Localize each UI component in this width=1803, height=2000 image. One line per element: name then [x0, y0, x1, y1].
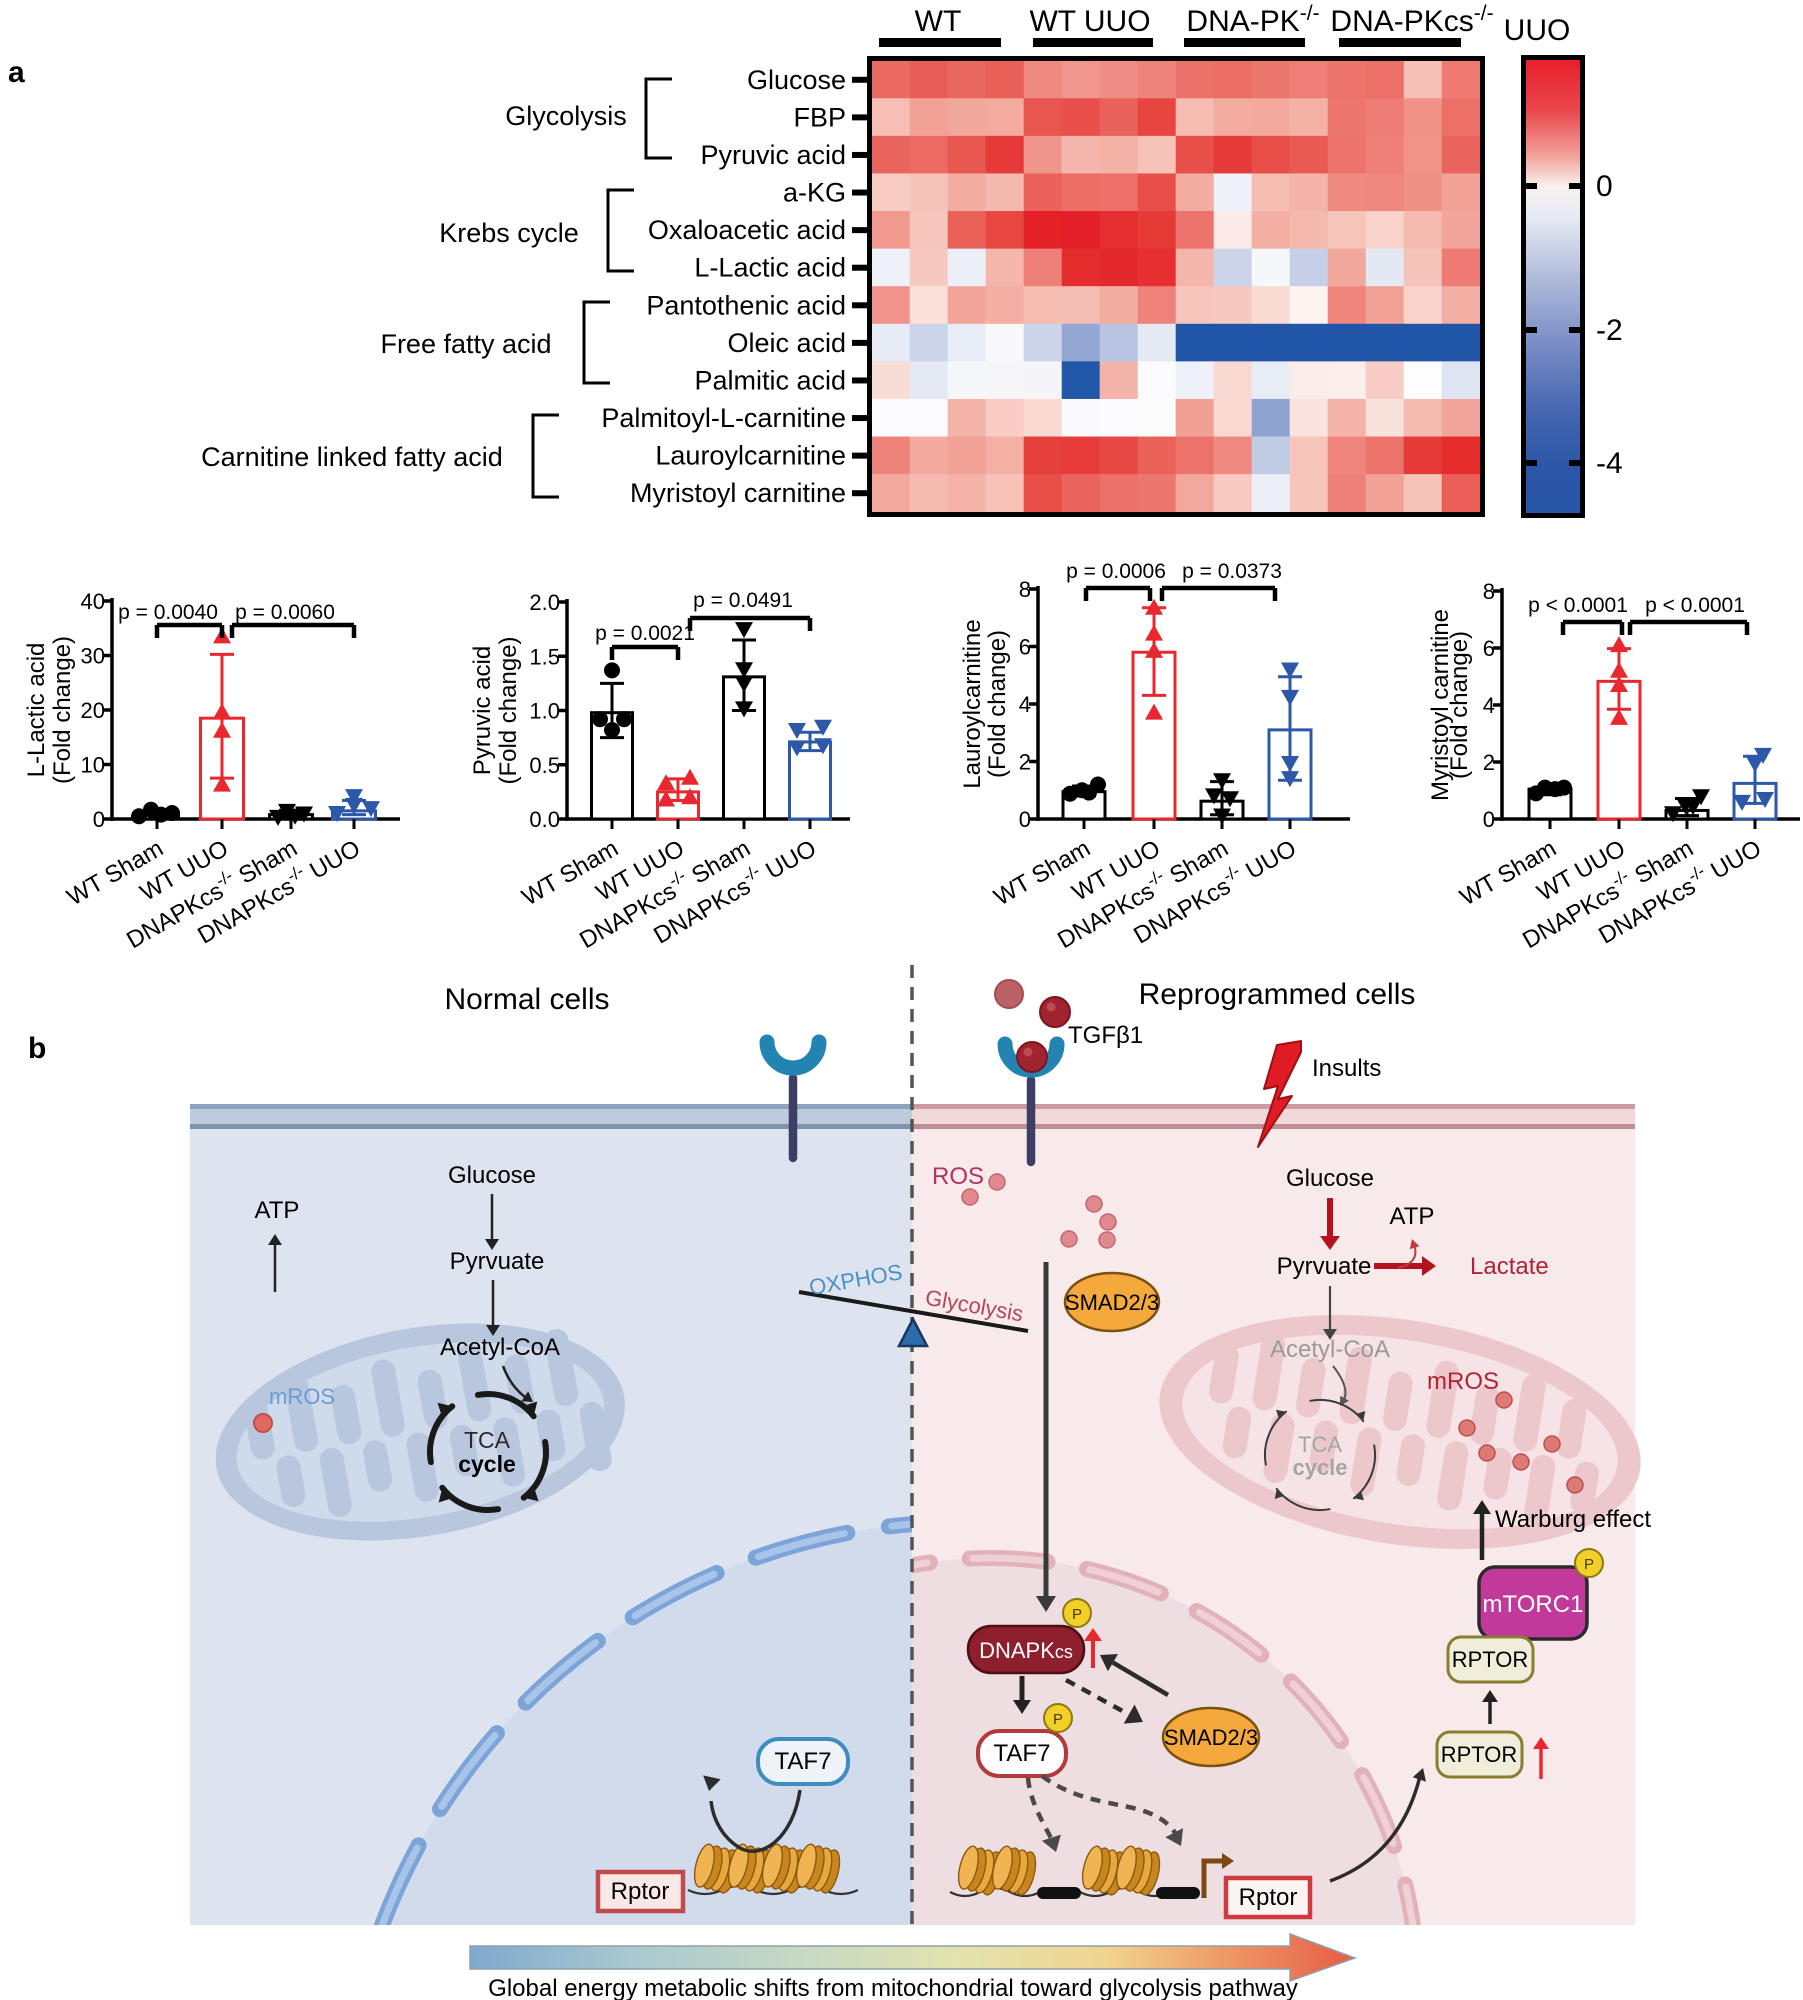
svg-text:Myristoyl carnitine: Myristoyl carnitine	[1427, 609, 1454, 801]
svg-text:-4: -4	[1596, 447, 1623, 480]
svg-text:p = 0.0373: p = 0.0373	[1182, 560, 1282, 583]
svg-text:2: 2	[1019, 750, 1031, 775]
svg-text:8: 8	[1483, 579, 1495, 604]
svg-text:Acetyl-CoA: Acetyl-CoA	[1270, 1336, 1390, 1363]
svg-text:30: 30	[81, 644, 105, 669]
svg-text:RPTOR: RPTOR	[1452, 1647, 1529, 1672]
svg-text:6: 6	[1483, 636, 1495, 661]
svg-text:Lactate: Lactate	[1470, 1253, 1549, 1280]
svg-text:8: 8	[1019, 577, 1031, 602]
svg-text:FBP: FBP	[793, 102, 846, 132]
svg-text:p < 0.0001: p < 0.0001	[1645, 594, 1745, 617]
svg-text:Rptor: Rptor	[1239, 1884, 1298, 1911]
svg-text:Glucose: Glucose	[747, 65, 846, 95]
svg-text:20: 20	[81, 698, 105, 723]
svg-text:p < 0.0001: p < 0.0001	[1528, 594, 1628, 617]
svg-text:Pyruvic acid: Pyruvic acid	[469, 646, 496, 775]
svg-text:(Fold change): (Fold change)	[49, 636, 76, 784]
svg-text:Normal cells: Normal cells	[444, 983, 609, 1016]
svg-text:Global energy metabolic shifts: Global energy metabolic shifts from mito…	[488, 1975, 1298, 2000]
svg-text:Oleic acid: Oleic acid	[727, 328, 846, 358]
svg-text:4: 4	[1483, 693, 1495, 718]
svg-text:WT: WT	[915, 5, 962, 38]
svg-text:b: b	[28, 1032, 46, 1065]
svg-text:(Fold change): (Fold change)	[495, 636, 522, 784]
svg-text:cycle: cycle	[1292, 1455, 1347, 1480]
svg-text:1.5: 1.5	[529, 644, 560, 669]
svg-text:Pyrvuate: Pyrvuate	[1277, 1253, 1372, 1280]
svg-text:Oxaloacetic acid: Oxaloacetic acid	[648, 215, 846, 245]
svg-text:Carnitine linked fatty acid: Carnitine linked fatty acid	[201, 442, 503, 472]
svg-text:p = 0.0021: p = 0.0021	[595, 622, 695, 645]
svg-text:P: P	[1072, 1606, 1082, 1623]
svg-text:Free fatty acid: Free fatty acid	[380, 329, 551, 359]
svg-text:Krebs cycle: Krebs cycle	[439, 218, 579, 248]
svg-text:2.0: 2.0	[529, 590, 560, 615]
svg-text:WT UUO: WT UUO	[1029, 5, 1150, 38]
svg-text:p = 0.0060: p = 0.0060	[235, 601, 335, 624]
svg-text:0: 0	[93, 807, 105, 832]
svg-text:6: 6	[1019, 635, 1031, 660]
svg-text:1.0: 1.0	[529, 699, 560, 724]
svg-text:2: 2	[1483, 750, 1495, 775]
svg-text:L-Lactic acid: L-Lactic acid	[694, 253, 846, 283]
svg-text:Pyruvic acid: Pyruvic acid	[700, 140, 846, 170]
svg-text:Palmitoyl-L-carnitine: Palmitoyl-L-carnitine	[601, 403, 846, 433]
svg-text:TAF7: TAF7	[775, 1748, 832, 1775]
svg-text:Warburg effect: Warburg effect	[1495, 1506, 1651, 1533]
svg-text:UUO: UUO	[1504, 14, 1571, 47]
svg-text:ATP: ATP	[255, 1197, 300, 1224]
svg-text:(Fold change): (Fold change)	[984, 630, 1011, 778]
svg-text:0: 0	[1019, 807, 1031, 832]
svg-text:mROS: mROS	[269, 1384, 335, 1409]
svg-text:Glycolysis: Glycolysis	[505, 101, 627, 131]
svg-text:0: 0	[1596, 170, 1613, 203]
svg-text:(Fold change): (Fold change)	[1446, 631, 1473, 779]
svg-text:Palmitic acid: Palmitic acid	[694, 365, 846, 395]
svg-text:DNA-PK-/-: DNA-PK-/-	[1186, 2, 1319, 38]
svg-text:mTORC1: mTORC1	[1483, 1591, 1584, 1618]
svg-text:Rptor: Rptor	[611, 1878, 670, 1905]
svg-text:Pantothenic acid: Pantothenic acid	[646, 290, 846, 320]
svg-text:Lauroylcarnitine: Lauroylcarnitine	[655, 441, 846, 471]
svg-text:TCA: TCA	[1298, 1432, 1342, 1457]
svg-text:ATP: ATP	[1390, 1203, 1435, 1230]
svg-text:SMAD2/3: SMAD2/3	[1164, 1725, 1258, 1750]
svg-text:ROS: ROS	[932, 1163, 984, 1190]
svg-text:a: a	[8, 56, 25, 89]
svg-text:Pyrvuate: Pyrvuate	[450, 1248, 545, 1275]
svg-text:0: 0	[1483, 807, 1495, 832]
svg-text:Glucose: Glucose	[448, 1162, 536, 1189]
svg-text:a-KG: a-KG	[783, 178, 846, 208]
svg-text:P: P	[1584, 1556, 1594, 1573]
svg-text:Glucose: Glucose	[1286, 1165, 1374, 1192]
svg-text:Myristoyl carnitine: Myristoyl carnitine	[630, 478, 846, 508]
svg-text:p = 0.0006: p = 0.0006	[1066, 560, 1166, 583]
svg-text:P: P	[1053, 1711, 1063, 1728]
svg-text:DNAPKcs: DNAPKcs	[979, 1638, 1073, 1663]
svg-text:TGFβ1: TGFβ1	[1068, 1022, 1143, 1049]
svg-text:0.0: 0.0	[529, 807, 560, 832]
svg-text:cycle: cycle	[458, 1451, 516, 1477]
svg-text:0.5: 0.5	[529, 753, 560, 778]
svg-text:Acetyl-CoA: Acetyl-CoA	[440, 1334, 560, 1361]
svg-text:p = 0.0040: p = 0.0040	[118, 601, 218, 624]
svg-text:Reprogrammed cells: Reprogrammed cells	[1139, 978, 1416, 1011]
svg-text:DNA-PKcs-/-: DNA-PKcs-/-	[1330, 2, 1493, 38]
svg-text:SMAD2/3: SMAD2/3	[1065, 1290, 1159, 1315]
svg-text:4: 4	[1019, 692, 1031, 717]
svg-text:L-Lactic acid: L-Lactic acid	[23, 643, 50, 778]
svg-text:40: 40	[81, 589, 105, 614]
svg-text:-2: -2	[1596, 314, 1623, 347]
svg-text:Lauroylcarnitine: Lauroylcarnitine	[959, 619, 986, 788]
svg-text:p = 0.0491: p = 0.0491	[693, 589, 793, 612]
svg-text:TCA: TCA	[464, 1427, 511, 1453]
svg-text:mROS: mROS	[1427, 1368, 1499, 1395]
svg-text:10: 10	[81, 753, 105, 778]
svg-text:Insults: Insults	[1312, 1055, 1381, 1082]
svg-text:TAF7: TAF7	[994, 1740, 1051, 1767]
svg-text:RPTOR: RPTOR	[1441, 1742, 1518, 1767]
